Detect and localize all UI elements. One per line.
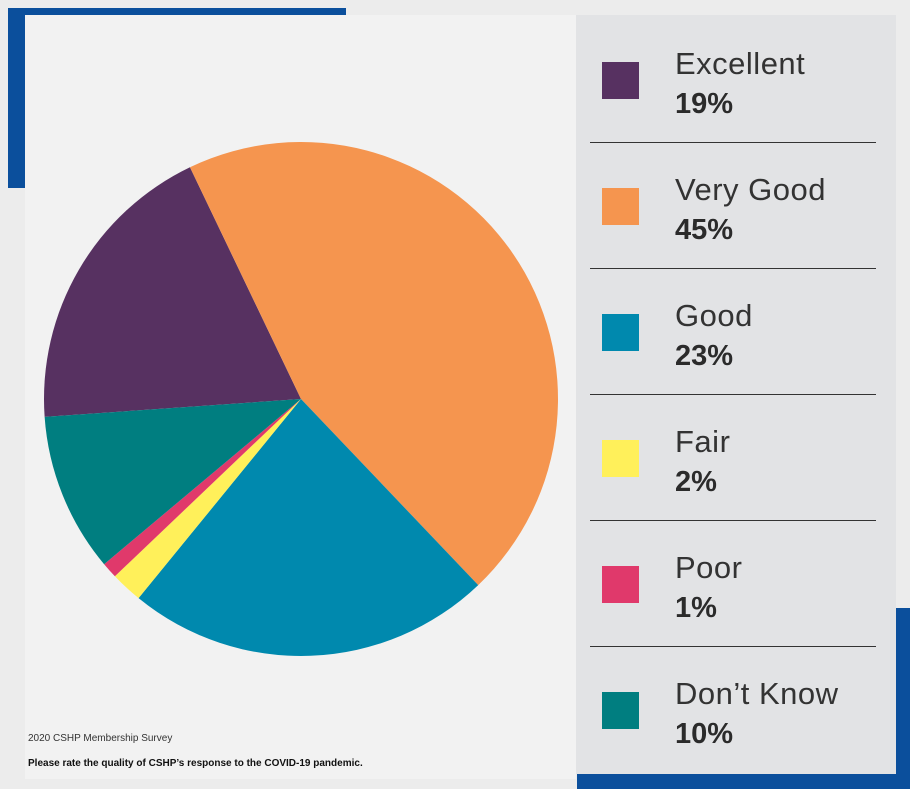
legend-swatch <box>602 566 639 603</box>
survey-question: Please rate the quality of CSHP’s respon… <box>28 758 363 769</box>
pie-slice-excellent <box>44 167 301 417</box>
legend-item-good: Good 23% <box>590 267 876 395</box>
source-note: 2020 CSHP Membership Survey <box>28 733 173 744</box>
pie-slice-good <box>138 399 479 656</box>
legend-value: 2% <box>675 466 717 498</box>
frame-accent-right <box>896 608 910 789</box>
legend-value: 10% <box>675 718 734 750</box>
legend-label: Very Good <box>675 172 826 207</box>
legend-swatch <box>602 692 639 729</box>
legend-value: 45% <box>675 214 734 246</box>
pie-slice-poor <box>104 399 301 577</box>
legend-item-excellent: Excellent 19% <box>590 15 876 143</box>
frame-accent-left <box>8 8 25 188</box>
chart-panel: 2020 CSHP Membership Survey Please rate … <box>25 15 576 779</box>
legend-divider <box>590 394 876 395</box>
legend-divider <box>590 142 876 143</box>
pie-chart <box>44 142 559 656</box>
pie-slice-fair <box>114 399 301 599</box>
legend-swatch <box>602 440 639 477</box>
pie-slice-dont-know <box>44 399 301 565</box>
legend-label: Excellent <box>675 46 806 81</box>
pie-slice-very-good <box>189 142 559 586</box>
legend-label: Fair <box>675 424 731 459</box>
legend-value: 23% <box>675 340 734 372</box>
legend-label: Don’t Know <box>675 676 839 711</box>
legend-swatch <box>602 188 639 225</box>
legend-item-dont-know: Don’t Know 10% <box>590 645 876 771</box>
legend-swatch <box>602 62 639 99</box>
legend-item-fair: Fair 2% <box>590 393 876 521</box>
legend-value: 1% <box>675 592 717 624</box>
legend-label: Good <box>675 298 753 333</box>
legend-divider <box>590 646 876 647</box>
legend-divider <box>590 268 876 269</box>
legend-divider <box>590 520 876 521</box>
frame-accent-bottom <box>577 774 910 789</box>
legend-value: 19% <box>675 88 734 120</box>
legend-swatch <box>602 314 639 351</box>
legend: Excellent 19% Very Good 45% Good 23% Fai… <box>576 15 896 774</box>
legend-item-very-good: Very Good 45% <box>590 141 876 269</box>
legend-label: Poor <box>675 550 743 585</box>
legend-item-poor: Poor 1% <box>590 519 876 647</box>
